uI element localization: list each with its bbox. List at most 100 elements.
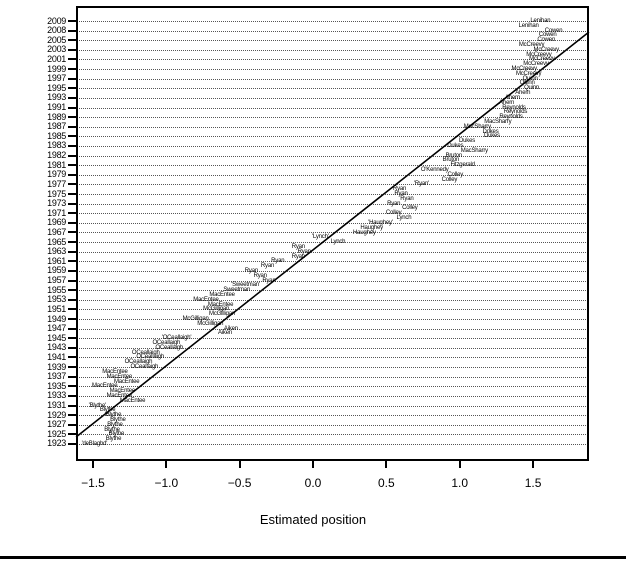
x-axis-tick (238, 461, 241, 468)
dotted-gridline (79, 21, 586, 22)
y-axis-year-label: 1955 (47, 284, 66, 295)
y-axis-tick (68, 116, 76, 119)
y-axis-year-label: 1995 (47, 82, 66, 93)
y-axis-tick (68, 442, 76, 445)
y-axis-tick (68, 366, 76, 369)
y-axis-tick (68, 48, 76, 51)
y-axis-year-label: 1963 (47, 246, 66, 257)
x-axis-tick-label: 0.5 (378, 476, 395, 490)
y-axis-year-label: 1977 (47, 178, 66, 189)
y-axis-year-label: 1967 (47, 226, 66, 237)
y-axis-tick (68, 260, 76, 263)
x-axis-title: Estimated position (259, 512, 367, 527)
y-axis-year-label: 1941 (47, 351, 66, 362)
x-axis-tick (91, 461, 94, 468)
y-axis-year-label: 1949 (47, 313, 66, 324)
y-axis-tick (68, 39, 76, 42)
y-axis-tick (68, 173, 76, 176)
y-axis-tick (68, 202, 76, 205)
y-axis-tick (68, 423, 76, 426)
x-axis-tick (458, 461, 461, 468)
y-axis-tick (68, 20, 76, 22)
y-axis-tick (68, 29, 76, 32)
y-axis-year-label: 1969 (47, 217, 66, 228)
y-axis-tick (68, 356, 76, 359)
y-axis-year-label: 1989 (47, 111, 66, 122)
y-axis-year-label: 1985 (47, 130, 66, 141)
x-axis-tick-label: 0.0 (304, 476, 322, 490)
y-axis-year-label: 1945 (47, 332, 66, 343)
y-axis-year-label: 1965 (47, 236, 66, 247)
y-axis-tick (68, 106, 76, 109)
y-axis-year-label: 2005 (47, 34, 66, 45)
y-axis-year-label: 1973 (47, 198, 66, 209)
x-axis-tick-label: −0.5 (227, 476, 252, 490)
speech-point-label: Cowen (544, 27, 563, 34)
x-axis-tick-label: 1.0 (451, 476, 469, 490)
y-axis-year-label: 2009 (47, 15, 66, 26)
y-axis-year-label: 1933 (47, 390, 66, 401)
y-axis-tick (68, 279, 76, 282)
y-axis-tick (68, 327, 76, 330)
y-axis-year-label: 1947 (47, 323, 66, 334)
y-axis-year-label: 1981 (47, 159, 66, 170)
y-axis-tick (68, 193, 76, 196)
y-axis-tick (68, 433, 76, 436)
y-axis-tick (68, 318, 76, 321)
y-axis-tick (68, 96, 76, 99)
speech-point-label: Lenihan (530, 18, 551, 24)
y-axis-tick (68, 58, 76, 61)
x-axis-tick-label: 1.5 (524, 476, 542, 490)
y-axis-tick (68, 87, 76, 90)
y-axis-tick (68, 135, 76, 138)
y-axis-year-label: 1961 (47, 255, 66, 266)
y-axis-tick (68, 337, 76, 340)
dotted-gridline (79, 30, 586, 32)
y-axis-year-label: 1943 (47, 342, 66, 353)
y-axis-tick (68, 183, 76, 186)
y-axis-year-label: 2008 (47, 25, 66, 36)
y-axis-year-label: 1987 (47, 121, 66, 132)
y-axis-year-label: 1979 (47, 169, 66, 180)
y-axis-year-label: 1993 (47, 92, 66, 103)
y-axis-tick (68, 221, 76, 224)
y-axis-tick (68, 125, 76, 128)
y-axis-year-label: 2001 (47, 53, 66, 64)
y-axis-year-label: 1991 (47, 102, 66, 113)
y-axis-tick (68, 414, 76, 417)
y-axis-year-label: 1929 (47, 409, 66, 420)
y-axis-tick (68, 404, 76, 407)
y-axis-year-label: 1925 (47, 428, 66, 439)
y-axis-tick (68, 68, 76, 71)
y-axis-year-label: 1957 (47, 275, 66, 286)
y-axis-tick (68, 164, 76, 167)
y-axis-tick (68, 212, 76, 215)
x-axis-tick (312, 461, 314, 468)
y-axis-tick (68, 385, 76, 388)
y-axis-year-label: 1927 (47, 419, 66, 430)
y-axis-year-label: 1971 (47, 207, 66, 218)
y-axis-tick (68, 231, 76, 234)
y-axis-year-label: 1923 (47, 438, 66, 449)
y-axis-year-label: 2003 (47, 44, 66, 55)
y-axis-tick (68, 154, 76, 157)
y-axis-year-label: 1983 (47, 140, 66, 151)
y-axis-tick (68, 298, 76, 301)
x-axis-tick (385, 461, 388, 468)
speech-point-label: Lenihan (518, 22, 539, 29)
y-axis-tick (68, 241, 76, 244)
y-axis-year-label: 1951 (47, 303, 66, 314)
y-axis-tick (68, 394, 76, 397)
y-axis-year-label: 1931 (47, 400, 66, 411)
y-axis-year-label: 1959 (47, 265, 66, 276)
x-axis-tick-label: −1.0 (154, 476, 179, 490)
y-axis-year-label: 1982 (47, 150, 66, 161)
y-axis-year-label: 1937 (47, 371, 66, 382)
y-axis-tick (68, 346, 76, 349)
x-axis-tick (532, 461, 535, 468)
speech-point-label: 'deBlaghd' (81, 441, 108, 447)
y-axis-tick (68, 77, 76, 80)
y-axis-year-label: 1939 (47, 361, 66, 372)
x-axis-tick-label: −1.5 (81, 476, 105, 490)
